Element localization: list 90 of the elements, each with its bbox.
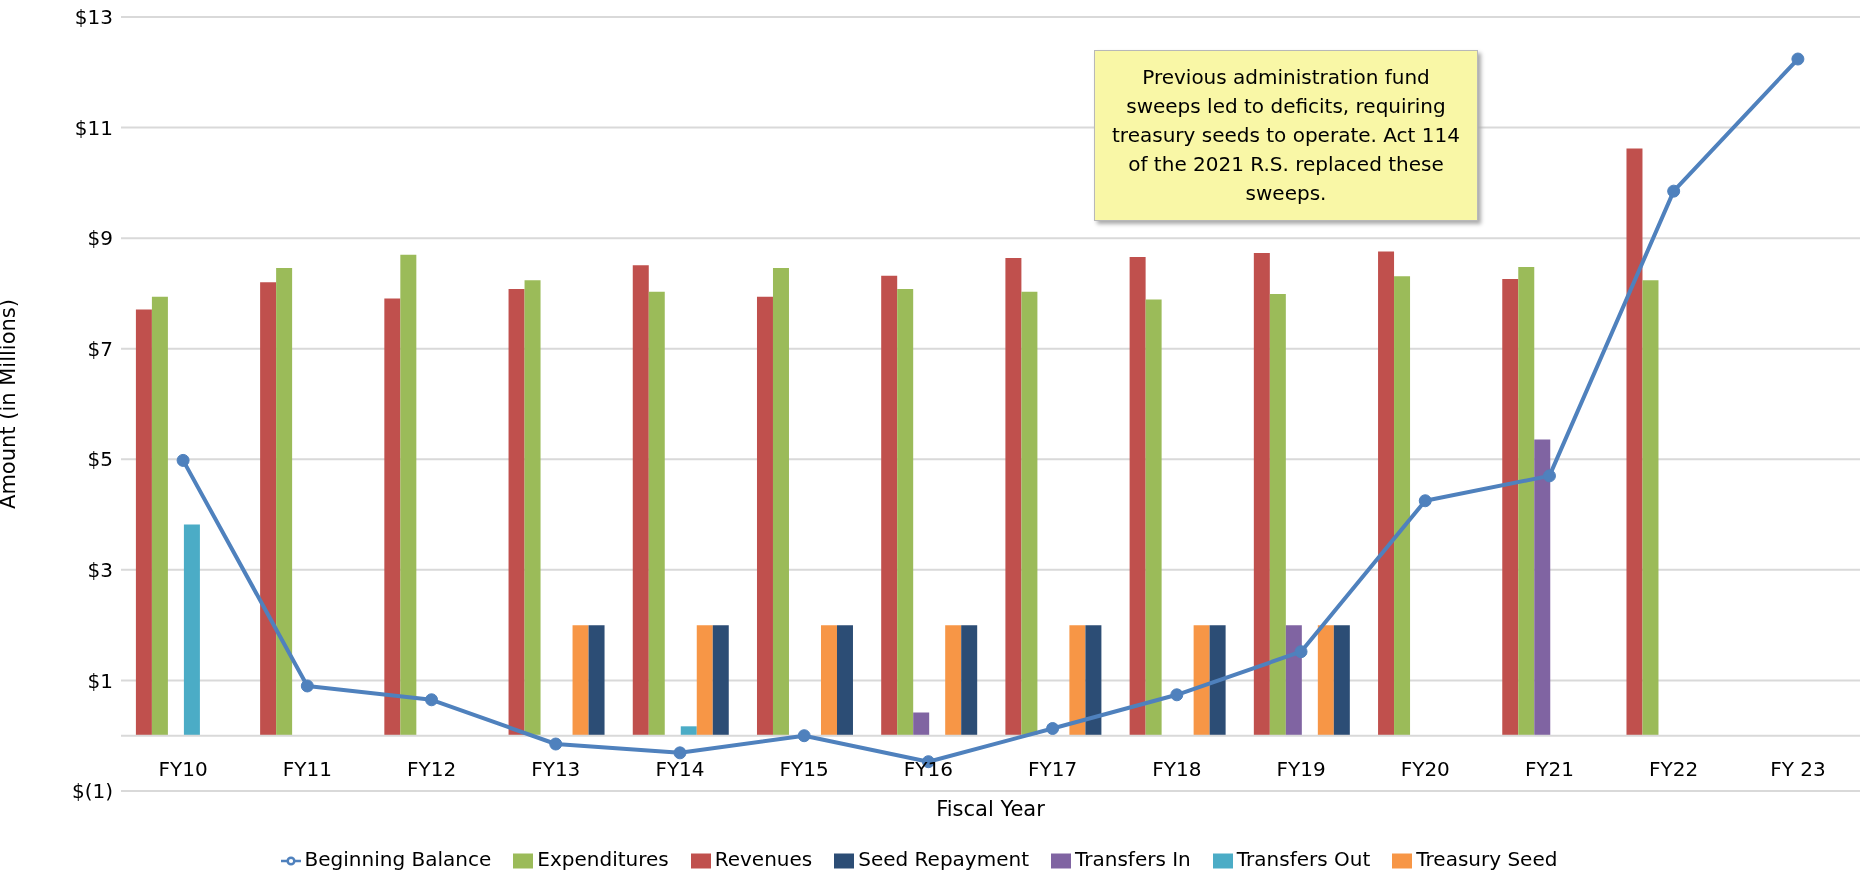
bar [632, 265, 649, 736]
x-tick-label: FY19 [1276, 756, 1326, 781]
legend-label: Seed Repayment [858, 847, 1030, 871]
bar [1626, 148, 1643, 736]
bar [945, 625, 962, 736]
point [1667, 184, 1681, 198]
x-tick-label: FY12 [406, 756, 457, 781]
bar [1021, 291, 1038, 736]
bar [1005, 258, 1022, 736]
bar [1502, 279, 1519, 736]
y-axis-title: Amount (in Millions) [0, 299, 21, 509]
bar [1269, 293, 1286, 736]
y-tick-label: $3 [87, 557, 113, 582]
bar [151, 296, 168, 736]
x-tick-label: FY14 [655, 756, 705, 781]
point [549, 737, 563, 751]
y-tick-label: $5 [87, 447, 113, 472]
annotation: Previous administration fund sweeps led to deficits, requiring treasury seeds to operate. Act 114 of the 2021 R.S. replaced these sweeps. [1094, 50, 1478, 221]
bar [1069, 625, 1086, 736]
x-axis-title: Fiscal Year [936, 796, 1046, 821]
bar [384, 298, 401, 736]
point [1418, 494, 1432, 508]
bar [1145, 299, 1162, 736]
bar [961, 625, 978, 736]
y-tick-label: $9 [87, 226, 113, 251]
legend-label: Expenditures [537, 847, 669, 871]
bar [1253, 253, 1270, 736]
bar [1378, 251, 1395, 736]
bar [276, 268, 293, 736]
point [1791, 52, 1805, 66]
bar [1129, 256, 1146, 736]
point [1046, 722, 1060, 736]
bar [1518, 266, 1535, 736]
bar [1193, 625, 1210, 736]
bar [1317, 625, 1334, 736]
bar [680, 726, 697, 736]
x-tick-label: FY16 [903, 756, 953, 781]
point [1294, 645, 1308, 659]
point [176, 453, 190, 467]
x-tick-label: FY11 [282, 756, 332, 781]
x-tick-label: FY20 [1400, 756, 1450, 781]
bar [508, 289, 525, 736]
y-tick-label: $11 [74, 115, 113, 140]
y-tick-label: $1 [87, 668, 113, 693]
bar [260, 282, 277, 736]
bar [772, 268, 789, 736]
y-tick-label: $7 [87, 336, 113, 361]
bar [135, 309, 152, 736]
bar [913, 712, 930, 736]
bar [400, 254, 417, 736]
bar [712, 625, 729, 736]
legend-label: Beginning Balance [304, 847, 492, 871]
bar [572, 625, 589, 736]
bar [1333, 625, 1350, 736]
x-tick-label: FY10 [158, 756, 208, 781]
point [300, 679, 314, 693]
point [1542, 469, 1556, 483]
bar [1085, 625, 1102, 736]
legend-label: Transfers Out [1236, 847, 1371, 871]
point [1170, 688, 1184, 702]
x-tick-label: FY13 [531, 756, 581, 781]
legend-label: Treasury Seed [1416, 847, 1558, 871]
bar [1209, 625, 1226, 736]
x-tick-label: FY15 [779, 756, 829, 781]
point [797, 729, 811, 743]
x-tick-label: FY18 [1152, 756, 1202, 781]
legend-label: Transfers In [1075, 847, 1191, 871]
bar [648, 291, 665, 736]
bar [588, 625, 605, 736]
y-tick-label: $13 [74, 5, 113, 30]
bar [1534, 439, 1551, 736]
x-tick-label: FY21 [1524, 756, 1575, 781]
bar [756, 296, 773, 736]
point [425, 693, 439, 707]
x-tick-label: FY22 [1649, 756, 1699, 781]
x-tick-label: FY17 [1028, 756, 1078, 781]
bar [524, 280, 541, 736]
y-tick-label: $(1) [71, 779, 113, 804]
bar [820, 625, 837, 736]
point [673, 746, 687, 760]
bar [696, 625, 713, 736]
bar [1285, 625, 1302, 736]
x-tick-label: FY 23 [1770, 756, 1826, 781]
bar [1394, 276, 1411, 736]
bar [836, 625, 853, 736]
bar [897, 289, 914, 736]
bar [183, 524, 200, 736]
bar [1642, 280, 1659, 736]
bar [881, 275, 898, 736]
legend-label: Revenues [714, 847, 813, 871]
